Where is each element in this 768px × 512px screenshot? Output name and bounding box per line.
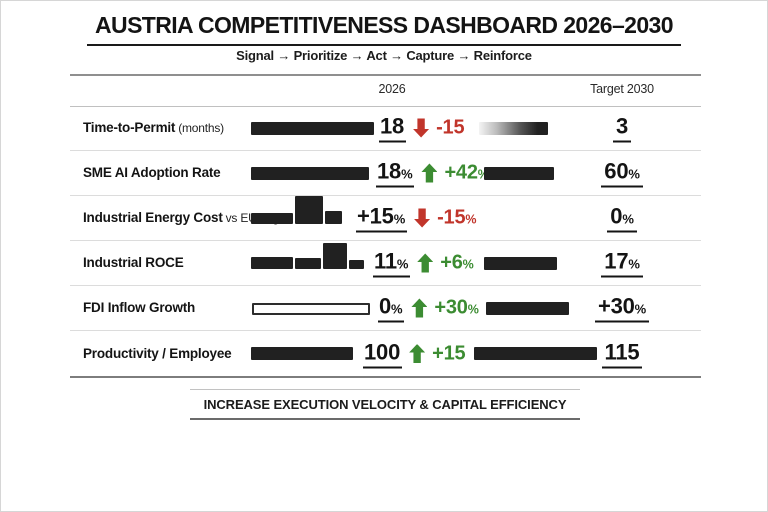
current-value-group: +15% -15% [356,204,477,233]
mini-bar [251,213,293,224]
metric-label-text: Productivity / Employee [83,345,232,361]
current-value-group: 11% +6% [373,249,474,278]
metric-label-text: FDI Inflow Growth [83,300,196,315]
delta-value: +30% [434,296,479,319]
current-bar-hollow [252,303,370,315]
page-title: AUSTRIA COMPETITIVENESS DASHBOARD 2026–2… [87,12,681,46]
current-bar [251,347,353,360]
target-value: 0% [542,204,702,233]
target-value: 115 [542,339,702,368]
delta-value: +15 [432,342,466,364]
table-bottom-rule [70,376,701,378]
current-value: 11% [373,249,411,278]
table-top-rule [70,74,701,76]
target-value: 3 [542,114,702,143]
current-value-group: 100 +15 [363,339,466,368]
metric-label: Industrial ROCE [83,254,187,272]
mini-bar [251,257,293,269]
down-arrow-icon [414,208,431,228]
up-arrow-icon [417,253,434,273]
mini-bar [349,260,364,269]
table-row: FDI Inflow Growth 0% +30% +30% [70,286,701,331]
mini-bar [325,211,342,224]
metric-label-text: Time-to-Permit [83,120,176,135]
mini-bar [295,196,323,224]
current-value-group: 0% +30% [378,294,479,323]
target-value: 60% [542,159,702,188]
delta-value: +42% [444,161,488,184]
delta-value: -15 [436,116,465,139]
table-row: Time-to-Permit (months) 18 -15 3 [70,106,701,151]
table-row: Industrial ROCE 11% +6% 17% [70,241,701,286]
down-arrow-icon [413,118,430,138]
metric-label-text: Industrial ROCE [83,255,184,270]
trajectory-gradient-bar [479,122,548,135]
target-bar [474,347,597,360]
mini-bar [323,243,347,269]
current-value: 18% [376,159,415,188]
delta-value: -15% [437,206,477,229]
page-subtitle: Signal → Prioritize → Act → Capture → Re… [236,48,532,63]
target-bar [484,167,554,180]
delta-value: +6% [440,251,474,274]
table-row: SME AI Adoption Rate 18% +42% 60% [70,151,701,196]
footer-banner: INCREASE EXECUTION VELOCITY & CAPITAL EF… [190,389,580,420]
current-bar [251,122,374,135]
target-bar [486,302,569,315]
current-value-group: 18 -15 [379,114,465,143]
up-arrow-icon [409,344,426,363]
current-value-group: 18% +42% [376,159,489,188]
metric-label-suffix: (months) [178,121,224,135]
title-wrap: AUSTRIA COMPETITIVENESS DASHBOARD 2026–2… [1,12,767,46]
up-arrow-icon [421,163,438,183]
column-header-target-2030: Target 2030 [590,82,654,96]
table-row: Productivity / Employee 100 +15 115 [70,331,701,376]
header-rule [70,106,701,107]
current-value: 0% [378,294,405,323]
metric-label-text: Industrial Energy Cost [83,210,223,225]
metric-label: Productivity / Employee [83,345,234,363]
target-bar [484,257,557,270]
distribution-mini-chart [251,243,364,269]
current-value: +15% [356,204,408,233]
metric-label: FDI Inflow Growth [83,299,198,317]
mini-bar [295,258,321,269]
up-arrow-icon [411,298,428,318]
target-value: 17% [542,249,702,278]
metric-label: Time-to-Permit (months) [83,119,224,137]
metric-label: SME AI Adoption Rate [83,164,224,182]
current-bar [251,167,369,180]
metric-label-text: SME AI Adoption Rate [83,165,221,180]
distribution-mini-chart [251,196,342,224]
current-value: 100 [363,339,403,368]
target-value: +30% [542,294,702,323]
current-value: 18 [379,114,407,143]
column-header-2026: 2026 [378,82,406,96]
